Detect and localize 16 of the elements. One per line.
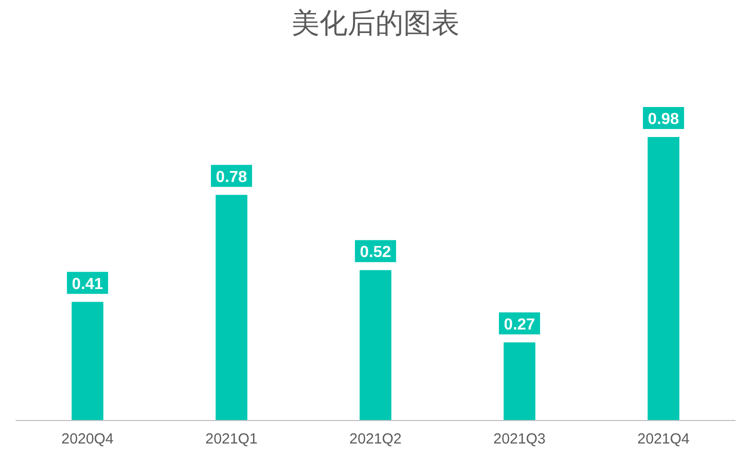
x-tick-label: 2021Q1 xyxy=(205,432,258,448)
data-label: 0.78 xyxy=(216,168,248,186)
chart-title: 美化后的图表 xyxy=(292,8,460,38)
x-tick-label: 2021Q4 xyxy=(637,432,690,448)
bar xyxy=(648,137,680,420)
x-tick-label: 2021Q3 xyxy=(493,432,546,448)
bar xyxy=(360,270,392,420)
bar xyxy=(216,194,248,420)
data-label: 0.41 xyxy=(72,276,104,293)
data-label: 0.98 xyxy=(648,111,680,128)
bar xyxy=(504,342,536,420)
x-tick-label: 2020Q4 xyxy=(61,432,114,448)
data-label: 0.27 xyxy=(504,316,536,334)
data-label: 0.52 xyxy=(360,244,392,262)
bar xyxy=(72,302,104,420)
x-tick-label: 2021Q2 xyxy=(349,432,402,448)
